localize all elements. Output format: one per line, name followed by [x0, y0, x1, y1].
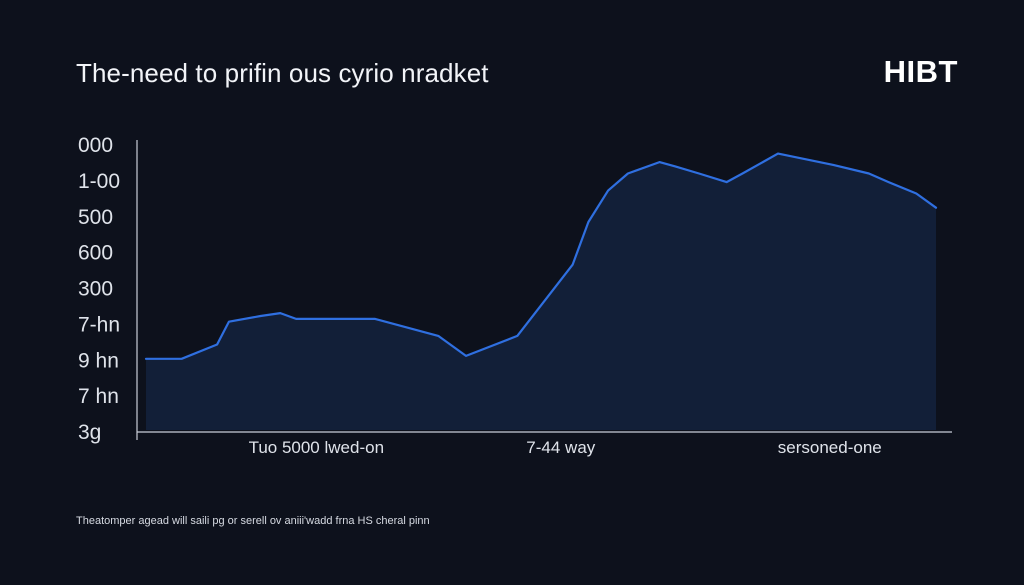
chart-title: The-need to prifin ous cyrio nradket	[76, 58, 489, 88]
series-line	[144, 152, 938, 360]
y-tick-label: 9 hn	[78, 349, 119, 372]
y-tick-label: 1-00	[78, 170, 120, 193]
y-tick-label: 7-hn	[78, 313, 120, 336]
y-tick-label: 000	[78, 134, 113, 157]
x-tick-label: Tuo 5000 lwed-on	[249, 438, 384, 457]
footnote: Theatomper agead will saili pg or serell…	[76, 515, 430, 527]
x-tick-label: 7-44 way	[526, 438, 595, 457]
brand-logo: HIBT	[883, 54, 958, 89]
y-tick-label: 600	[78, 242, 113, 265]
y-tick-label: 3g	[78, 421, 101, 444]
y-tick-label: 7 hn	[78, 385, 119, 408]
y-tick-label: 500	[78, 206, 113, 229]
y-tick-label: 300	[78, 278, 113, 301]
x-tick-labels: Tuo 5000 lwed-on 7-44 way sersoned-one	[249, 438, 882, 457]
series-area-fill	[146, 153, 936, 430]
y-tick-labels: 000 1-00 500 600 300 7-hn 9 hn 7 hn 3g	[78, 134, 120, 444]
x-tick-label: sersoned-one	[778, 438, 882, 457]
